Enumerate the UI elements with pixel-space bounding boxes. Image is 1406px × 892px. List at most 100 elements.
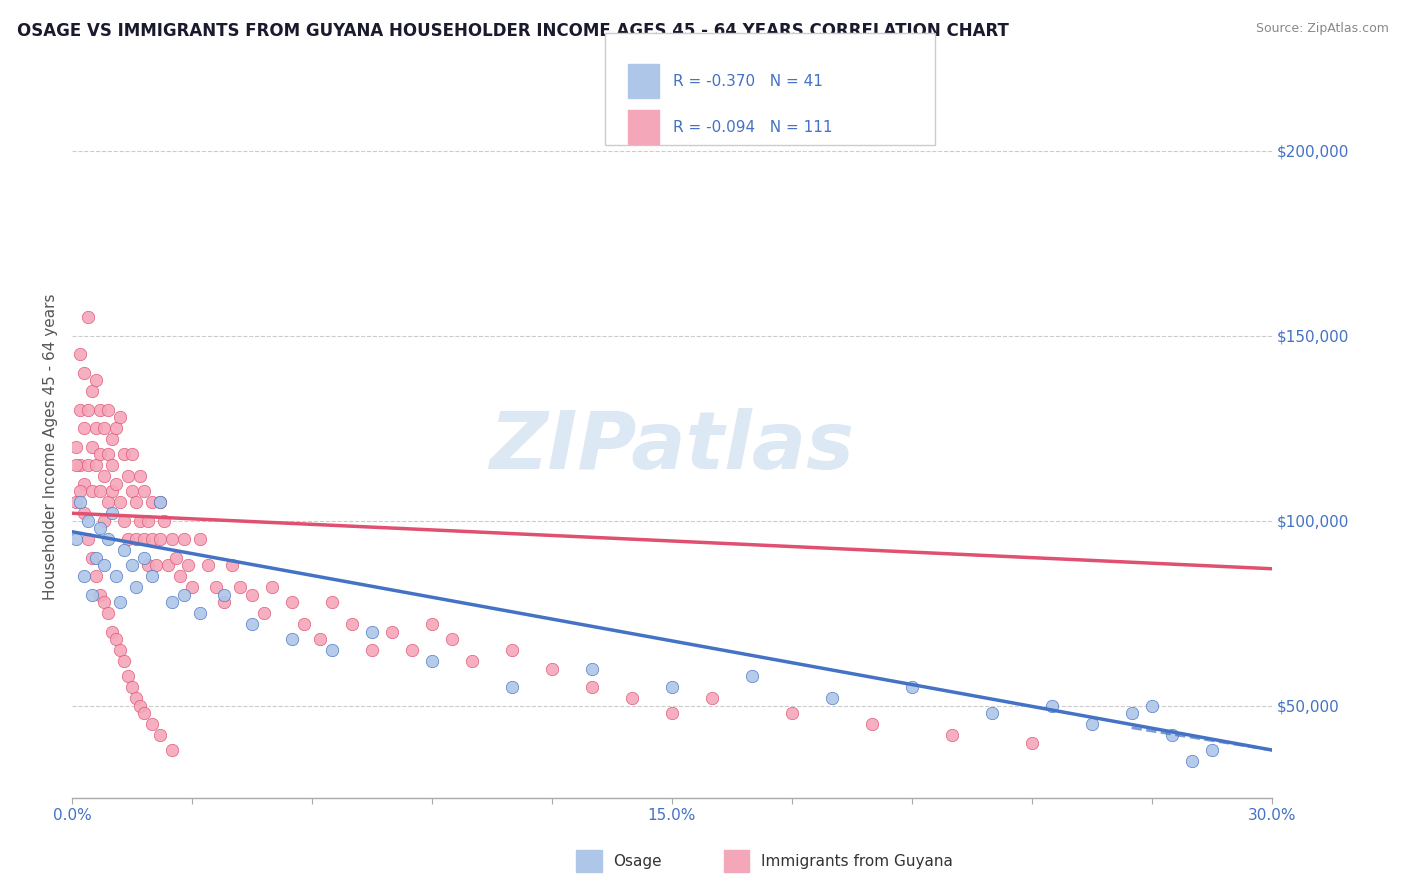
Point <box>77 458 100 472</box>
Point <box>741 669 763 683</box>
Point <box>321 643 343 657</box>
Point <box>69 458 91 472</box>
Point <box>165 550 187 565</box>
Point <box>461 654 484 668</box>
Point <box>420 654 443 668</box>
Point <box>117 532 139 546</box>
Point <box>97 532 120 546</box>
Point <box>212 595 235 609</box>
Point <box>620 691 643 706</box>
Point <box>160 595 183 609</box>
Point <box>97 495 120 509</box>
Point <box>129 469 152 483</box>
Point <box>141 495 163 509</box>
Point <box>84 569 107 583</box>
Point <box>149 532 172 546</box>
Point <box>77 310 100 325</box>
Point <box>117 469 139 483</box>
Point <box>108 595 131 609</box>
Point <box>160 743 183 757</box>
Point <box>1140 698 1163 713</box>
Point <box>132 532 155 546</box>
Point <box>80 588 103 602</box>
Point <box>89 402 111 417</box>
Point <box>1021 735 1043 749</box>
Point <box>700 691 723 706</box>
Point <box>188 606 211 620</box>
Point <box>129 514 152 528</box>
Point <box>661 706 683 720</box>
Point <box>93 421 115 435</box>
Point <box>97 402 120 417</box>
Point <box>181 580 204 594</box>
Point <box>80 484 103 499</box>
Point <box>173 532 195 546</box>
Point <box>104 476 127 491</box>
Point <box>73 569 96 583</box>
Point <box>420 617 443 632</box>
Point <box>125 532 148 546</box>
Point <box>89 588 111 602</box>
Point <box>121 680 143 694</box>
Point <box>540 662 562 676</box>
Text: Source: ZipAtlas.com: Source: ZipAtlas.com <box>1256 22 1389 36</box>
Point <box>73 366 96 380</box>
Point <box>65 532 87 546</box>
Point <box>132 550 155 565</box>
Point <box>1201 743 1223 757</box>
Point <box>125 691 148 706</box>
Point <box>581 680 603 694</box>
Point <box>1040 698 1063 713</box>
Point <box>240 588 263 602</box>
Point <box>125 580 148 594</box>
Point <box>69 402 91 417</box>
Point <box>104 569 127 583</box>
Point <box>221 558 243 572</box>
Point <box>69 495 91 509</box>
Point <box>860 717 883 731</box>
Point <box>141 532 163 546</box>
Point <box>340 617 363 632</box>
Point <box>89 521 111 535</box>
Point <box>1160 728 1182 742</box>
Point <box>132 484 155 499</box>
Point <box>80 550 103 565</box>
Point <box>65 458 87 472</box>
Point <box>80 440 103 454</box>
Point <box>65 495 87 509</box>
Point <box>260 580 283 594</box>
Point <box>93 595 115 609</box>
Point <box>108 410 131 425</box>
Point <box>149 728 172 742</box>
Point <box>780 706 803 720</box>
Point <box>900 680 922 694</box>
Point <box>77 532 100 546</box>
Point <box>581 662 603 676</box>
Point <box>253 606 276 620</box>
Point <box>821 691 844 706</box>
Point <box>169 569 191 583</box>
Point <box>1181 754 1204 768</box>
Point <box>112 654 135 668</box>
Point <box>501 680 523 694</box>
Point <box>84 458 107 472</box>
Point <box>101 484 124 499</box>
Point <box>661 680 683 694</box>
Text: R = -0.370   N = 41: R = -0.370 N = 41 <box>673 73 824 88</box>
Point <box>73 421 96 435</box>
Point <box>321 595 343 609</box>
Point <box>112 514 135 528</box>
Point <box>93 558 115 572</box>
Point <box>501 643 523 657</box>
Point <box>77 402 100 417</box>
Point <box>108 495 131 509</box>
Point <box>188 532 211 546</box>
Point <box>361 624 384 639</box>
Point <box>381 624 404 639</box>
Point <box>361 643 384 657</box>
Text: Immigrants from Guyana: Immigrants from Guyana <box>761 854 952 869</box>
Point <box>73 506 96 520</box>
Point <box>69 484 91 499</box>
Point <box>101 624 124 639</box>
Point <box>108 643 131 657</box>
